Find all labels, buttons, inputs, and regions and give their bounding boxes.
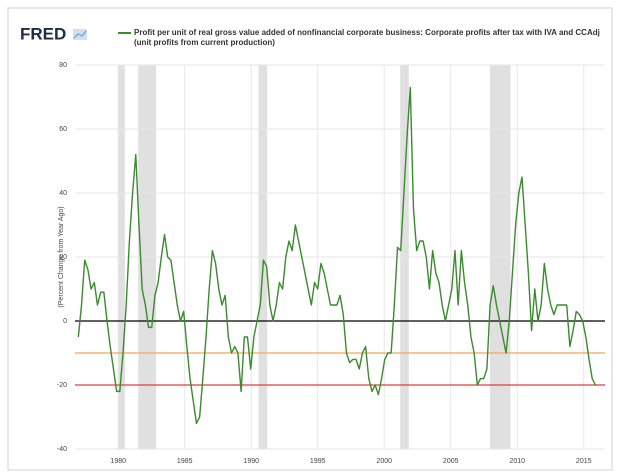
y-tick-label: 60	[59, 126, 67, 133]
y-tick-label: -40	[57, 446, 67, 453]
logo: FRED	[20, 24, 66, 43]
x-tick-label: 2015	[576, 458, 592, 465]
y-tick-label: 80	[59, 62, 67, 69]
x-tick-label: 2005	[443, 458, 459, 465]
x-tick-label: 1980	[110, 458, 126, 465]
y-axis-label: (Percent Change from Year Ago)	[58, 206, 65, 307]
y-tick-label: -20	[57, 382, 67, 389]
x-tick-label: 1990	[243, 458, 259, 465]
x-tick-label: 1995	[310, 458, 326, 465]
x-tick-label: 2000	[376, 458, 392, 465]
logo-icon	[73, 29, 87, 40]
y-tick-label: 0	[63, 318, 67, 325]
x-tick-label: 1985	[177, 458, 193, 465]
legend-text: Profit per unit of real gross value adde…	[134, 28, 600, 47]
x-tick-label: 2010	[509, 458, 525, 465]
data-line	[77, 86, 597, 425]
y-tick-label: 20	[59, 254, 67, 261]
y-tick-label: 40	[59, 190, 67, 197]
